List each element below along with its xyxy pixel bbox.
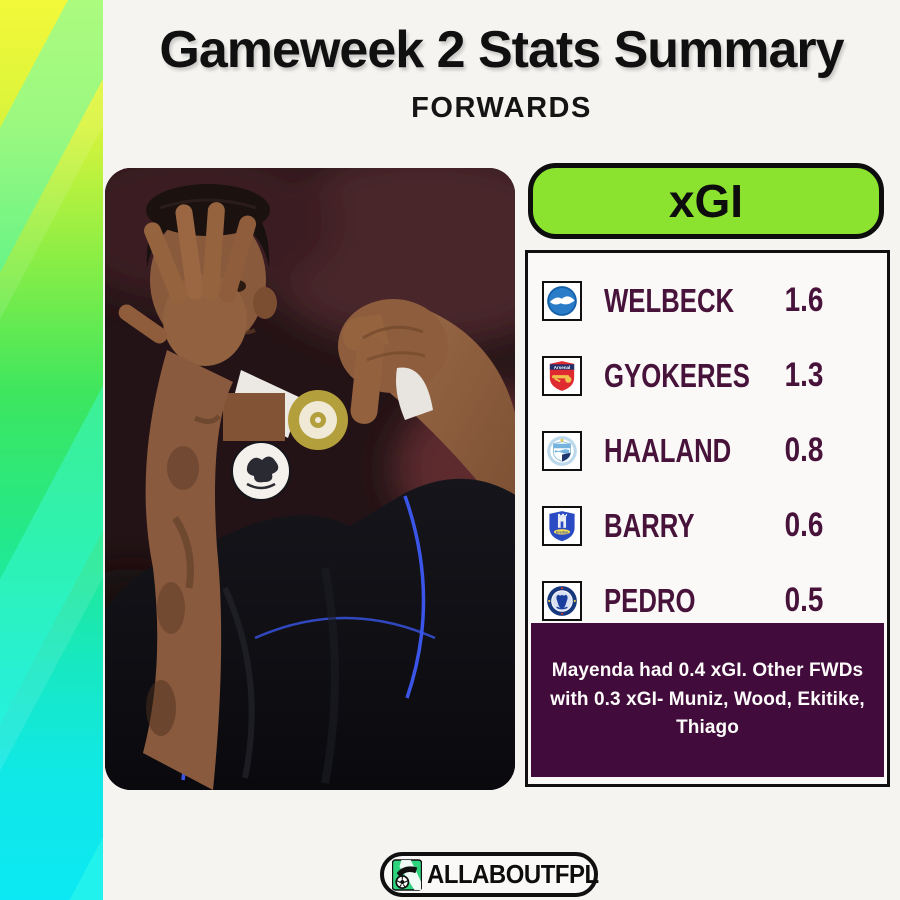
player-xgi-value: 0.5: [784, 581, 824, 619]
cfc-crest: [231, 441, 291, 501]
club-badge-man-city-icon: [542, 430, 582, 471]
player-name: BARRY: [604, 506, 695, 544]
stats-panel: WELBECK 1.6 Arsenal GYOKERES 1.3 HAALAND…: [525, 250, 890, 787]
note-text: Mayenda had 0.4 xGI. Other FWDs with 0.3…: [550, 660, 865, 739]
hand-over-face: [118, 202, 257, 790]
note-box: Mayenda had 0.4 xGI. Other FWDs with 0.3…: [531, 623, 884, 777]
player-photo-illustration: [105, 168, 515, 790]
player-xgi-value: 1.3: [784, 356, 824, 394]
club-badge-brighton-icon: [542, 280, 582, 321]
svg-text:Everton: Everton: [556, 530, 568, 534]
brand-name: ALLABOUTFPL: [427, 859, 599, 889]
stats-rows: WELBECK 1.6 Arsenal GYOKERES 1.3 HAALAND…: [528, 263, 887, 638]
player-xgi-value: 0.6: [784, 506, 824, 544]
player-name: PEDRO: [604, 581, 696, 619]
player-name: GYOKERES: [604, 356, 750, 394]
table-row: Everton BARRY 0.6: [528, 488, 887, 563]
player-name: HAALAND: [604, 431, 732, 469]
player-name: WELBECK: [604, 281, 735, 319]
allaboutfpl-logo-icon: [392, 858, 422, 891]
page-title: Gameweek 2 Stats Summary: [159, 21, 844, 79]
player-photo: [105, 168, 515, 790]
club-badge-chelsea-icon: [542, 580, 582, 621]
brand-pill: ALLABOUTFPL: [380, 852, 599, 897]
player-xgi-value: 0.8: [784, 431, 824, 469]
player-xgi-value: 1.6: [784, 281, 824, 319]
club-badge-everton-icon: Everton: [542, 505, 582, 546]
table-row: Arsenal GYOKERES 1.3: [528, 338, 887, 413]
stripe-diagonal-bands: [0, 0, 103, 900]
table-row: WELBECK 1.6: [528, 263, 887, 338]
club-badge-arsenal-icon: Arsenal: [542, 355, 582, 396]
world-champions-badge: [288, 390, 348, 450]
gradient-stripe: [0, 0, 103, 900]
thumbs-down-arm: [338, 299, 515, 639]
table-row: PEDRO 0.5: [528, 563, 887, 638]
table-row: HAALAND 0.8: [528, 413, 887, 488]
stat-header-pill: xGI: [528, 163, 884, 239]
page-subtitle: FORWARDS: [411, 92, 592, 124]
svg-text:Arsenal: Arsenal: [554, 364, 571, 369]
stat-header-label: xGI: [668, 175, 744, 227]
